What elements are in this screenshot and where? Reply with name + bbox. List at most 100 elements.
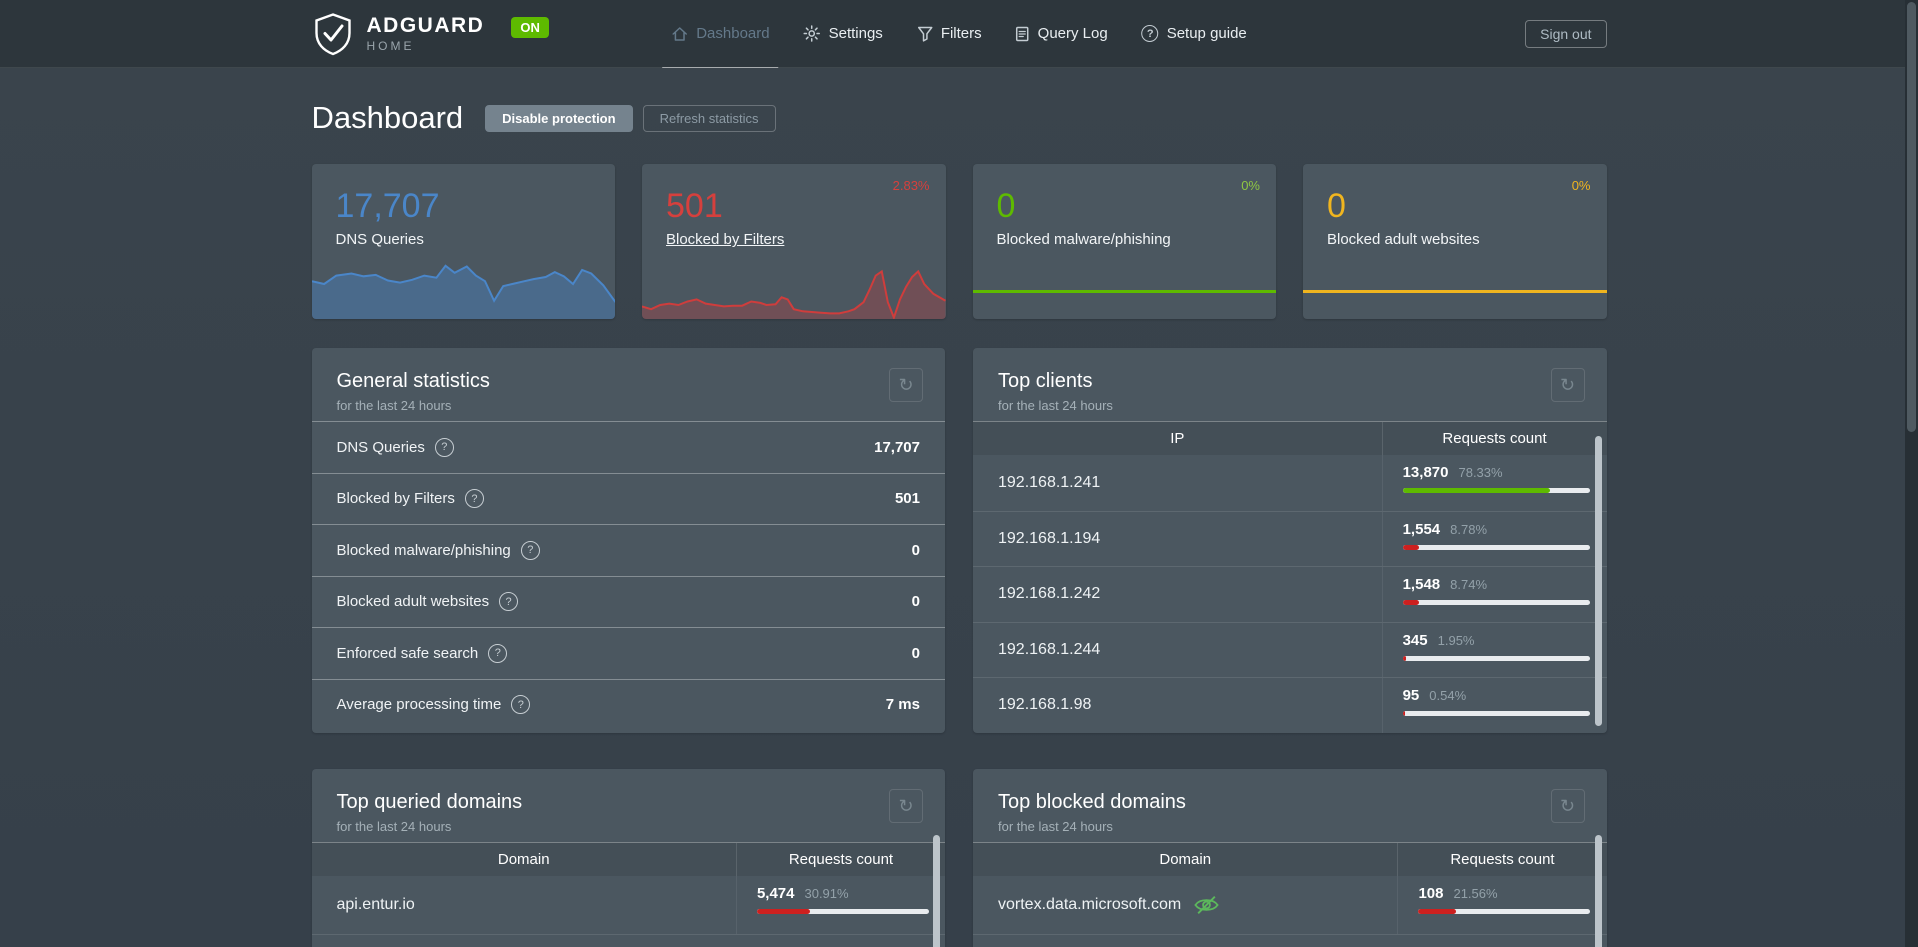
main-nav: Dashboard Settings Filters bbox=[662, 0, 1247, 68]
table-row: 192.168.1.242 1,548 8.74% bbox=[973, 566, 1607, 622]
table-scrollbar[interactable] bbox=[933, 835, 940, 947]
stat-value: 0 bbox=[911, 541, 920, 559]
domain-name: vortex.data.microsoft.com bbox=[998, 896, 1182, 913]
column-header-ip: IP bbox=[1170, 430, 1185, 447]
card-value: 0 bbox=[996, 187, 1016, 225]
progress-bar bbox=[1418, 909, 1591, 914]
table-scrollbar[interactable] bbox=[1594, 436, 1602, 726]
card-blocked-by-filters: 2.83% 501 Blocked by Filters bbox=[642, 164, 946, 319]
table-row: 192.168.1.194 1,554 8.78% bbox=[973, 510, 1607, 566]
progress-bar bbox=[756, 909, 929, 914]
home-icon bbox=[671, 26, 688, 42]
stat-label: Blocked adult websites bbox=[336, 593, 490, 611]
general-statistics-panel: General statistics for the last 24 hours… bbox=[311, 348, 945, 733]
client-ip: 192.168.1.194 bbox=[998, 529, 1101, 547]
request-percent: 0.54% bbox=[1429, 688, 1467, 703]
card-value: 17,707 bbox=[335, 187, 440, 225]
general-statistics-list: DNS Queries? 17,707 Blocked by Filters? … bbox=[311, 421, 945, 731]
help-icon[interactable]: ? bbox=[520, 540, 540, 560]
panel-subtitle: for the last 24 hours bbox=[998, 398, 1113, 413]
help-icon[interactable]: ? bbox=[511, 695, 531, 715]
help-icon[interactable]: ? bbox=[488, 643, 508, 663]
stat-value: 7 ms bbox=[885, 696, 920, 714]
table-row: api.entur.io 5,474 30.91% bbox=[312, 876, 946, 934]
progress-bar bbox=[1402, 544, 1591, 550]
nav-label: Setup guide bbox=[1166, 25, 1247, 42]
nav-item-dashboard[interactable]: Dashboard bbox=[662, 0, 780, 68]
card-blocked-malware: 0% 0 Blocked malware/phishing bbox=[972, 164, 1276, 319]
blocked-by-filters-link[interactable]: Blocked by Filters bbox=[666, 231, 785, 249]
top-queried-table: api.entur.io 5,474 30.91% bbox=[311, 876, 946, 947]
stat-label: Average processing time bbox=[336, 696, 502, 714]
table-scrollbar[interactable] bbox=[1594, 835, 1602, 947]
request-count: 345 bbox=[1402, 631, 1428, 649]
request-count: 95 bbox=[1402, 687, 1420, 704]
stat-row: Average processing time? 7 ms bbox=[311, 678, 945, 731]
card-value: 501 bbox=[666, 187, 723, 225]
nav-item-filters[interactable]: Filters bbox=[917, 0, 982, 67]
help-icon[interactable]: ? bbox=[434, 437, 454, 457]
table-header: Domain Requests count bbox=[973, 842, 1607, 876]
unblock-eye-slash-icon[interactable] bbox=[1193, 895, 1220, 915]
progress-bar bbox=[1402, 488, 1591, 493]
stat-label: Enforced safe search bbox=[336, 644, 479, 662]
request-percent: 8.74% bbox=[1450, 577, 1488, 592]
panels-row-1: General statistics for the last 24 hours… bbox=[311, 348, 1607, 733]
table-header: IP Requests count bbox=[973, 421, 1607, 455]
window-scrollbar[interactable] bbox=[1905, 0, 1918, 947]
sign-out-button[interactable]: Sign out bbox=[1525, 19, 1607, 48]
client-ip: 192.168.1.244 bbox=[998, 640, 1101, 658]
nav-item-query-log[interactable]: Query Log bbox=[1016, 0, 1108, 67]
panel-title: Top queried domains bbox=[336, 791, 523, 813]
panel-subtitle: for the last 24 hours bbox=[336, 819, 452, 834]
column-header-requests: Requests count bbox=[735, 843, 945, 876]
top-clients-table: 192.168.1.241 13,870 78.33% 192.168.1.194… bbox=[973, 455, 1607, 733]
window-scrollbar-thumb[interactable] bbox=[1907, 2, 1916, 432]
page-title: Dashboard bbox=[311, 100, 464, 135]
top-blocked-domains-panel: Top blocked domains for the last 24 hour… bbox=[973, 769, 1607, 947]
request-count: 5,474 bbox=[756, 885, 795, 902]
help-icon[interactable]: ? bbox=[464, 489, 484, 509]
progress-bar bbox=[1402, 600, 1591, 605]
page-header: Dashboard Disable protection Refresh sta… bbox=[312, 98, 1607, 138]
stat-row: Enforced safe search? 0 bbox=[311, 627, 945, 679]
card-percent: 2.83% bbox=[892, 178, 930, 193]
progress-bar bbox=[1402, 655, 1591, 661]
request-count: 13,870 bbox=[1402, 464, 1449, 481]
stat-value: 17,707 bbox=[874, 438, 920, 456]
request-percent: 30.91% bbox=[804, 886, 849, 901]
refresh-icon[interactable]: ↻ bbox=[889, 368, 923, 402]
panel-subtitle: for the last 24 hours bbox=[998, 819, 1113, 834]
top-navbar: ADGUARD HOME ON Dashboard Settings bbox=[0, 0, 1918, 68]
panel-subtitle: for the last 24 hours bbox=[336, 398, 452, 413]
flat-sparkline bbox=[1303, 290, 1607, 293]
nav-item-setup-guide[interactable]: ? Setup guide bbox=[1141, 0, 1247, 67]
stat-row: Blocked malware/phishing? 0 bbox=[311, 524, 945, 576]
nav-label: Settings bbox=[828, 25, 883, 42]
stat-label: DNS Queries bbox=[336, 438, 425, 456]
refresh-icon[interactable]: ↻ bbox=[889, 789, 923, 823]
request-percent: 1.95% bbox=[1437, 632, 1475, 648]
shield-check-icon bbox=[312, 12, 354, 56]
column-header-domain: Domain bbox=[1159, 851, 1212, 868]
refresh-statistics-button[interactable]: Refresh statistics bbox=[642, 104, 776, 132]
card-blocked-adult: 0% 0 Blocked adult websites bbox=[1303, 164, 1607, 319]
request-percent: 8.78% bbox=[1450, 521, 1488, 537]
stat-cards-row: 17,707 DNS Queries 2.83% 501 Blocked by … bbox=[311, 164, 1607, 319]
table-row bbox=[311, 934, 945, 947]
request-count: 1,548 bbox=[1402, 576, 1441, 593]
stat-value: 0 bbox=[911, 644, 920, 662]
nav-item-settings[interactable]: Settings bbox=[803, 0, 883, 67]
nav-label: Dashboard bbox=[696, 25, 770, 42]
refresh-icon[interactable]: ↻ bbox=[1550, 368, 1585, 402]
table-row: 192.168.1.241 13,870 78.33% bbox=[973, 455, 1607, 511]
disable-protection-button[interactable]: Disable protection bbox=[485, 104, 633, 132]
nav-label: Query Log bbox=[1037, 25, 1108, 42]
top-queried-domains-panel: Top queried domains for the last 24 hour… bbox=[311, 769, 946, 947]
help-icon[interactable]: ? bbox=[499, 592, 519, 612]
request-percent: 78.33% bbox=[1458, 465, 1503, 480]
stat-value: 0 bbox=[911, 593, 920, 611]
brand-name: ADGUARD bbox=[366, 14, 485, 37]
refresh-icon[interactable]: ↻ bbox=[1550, 789, 1585, 823]
